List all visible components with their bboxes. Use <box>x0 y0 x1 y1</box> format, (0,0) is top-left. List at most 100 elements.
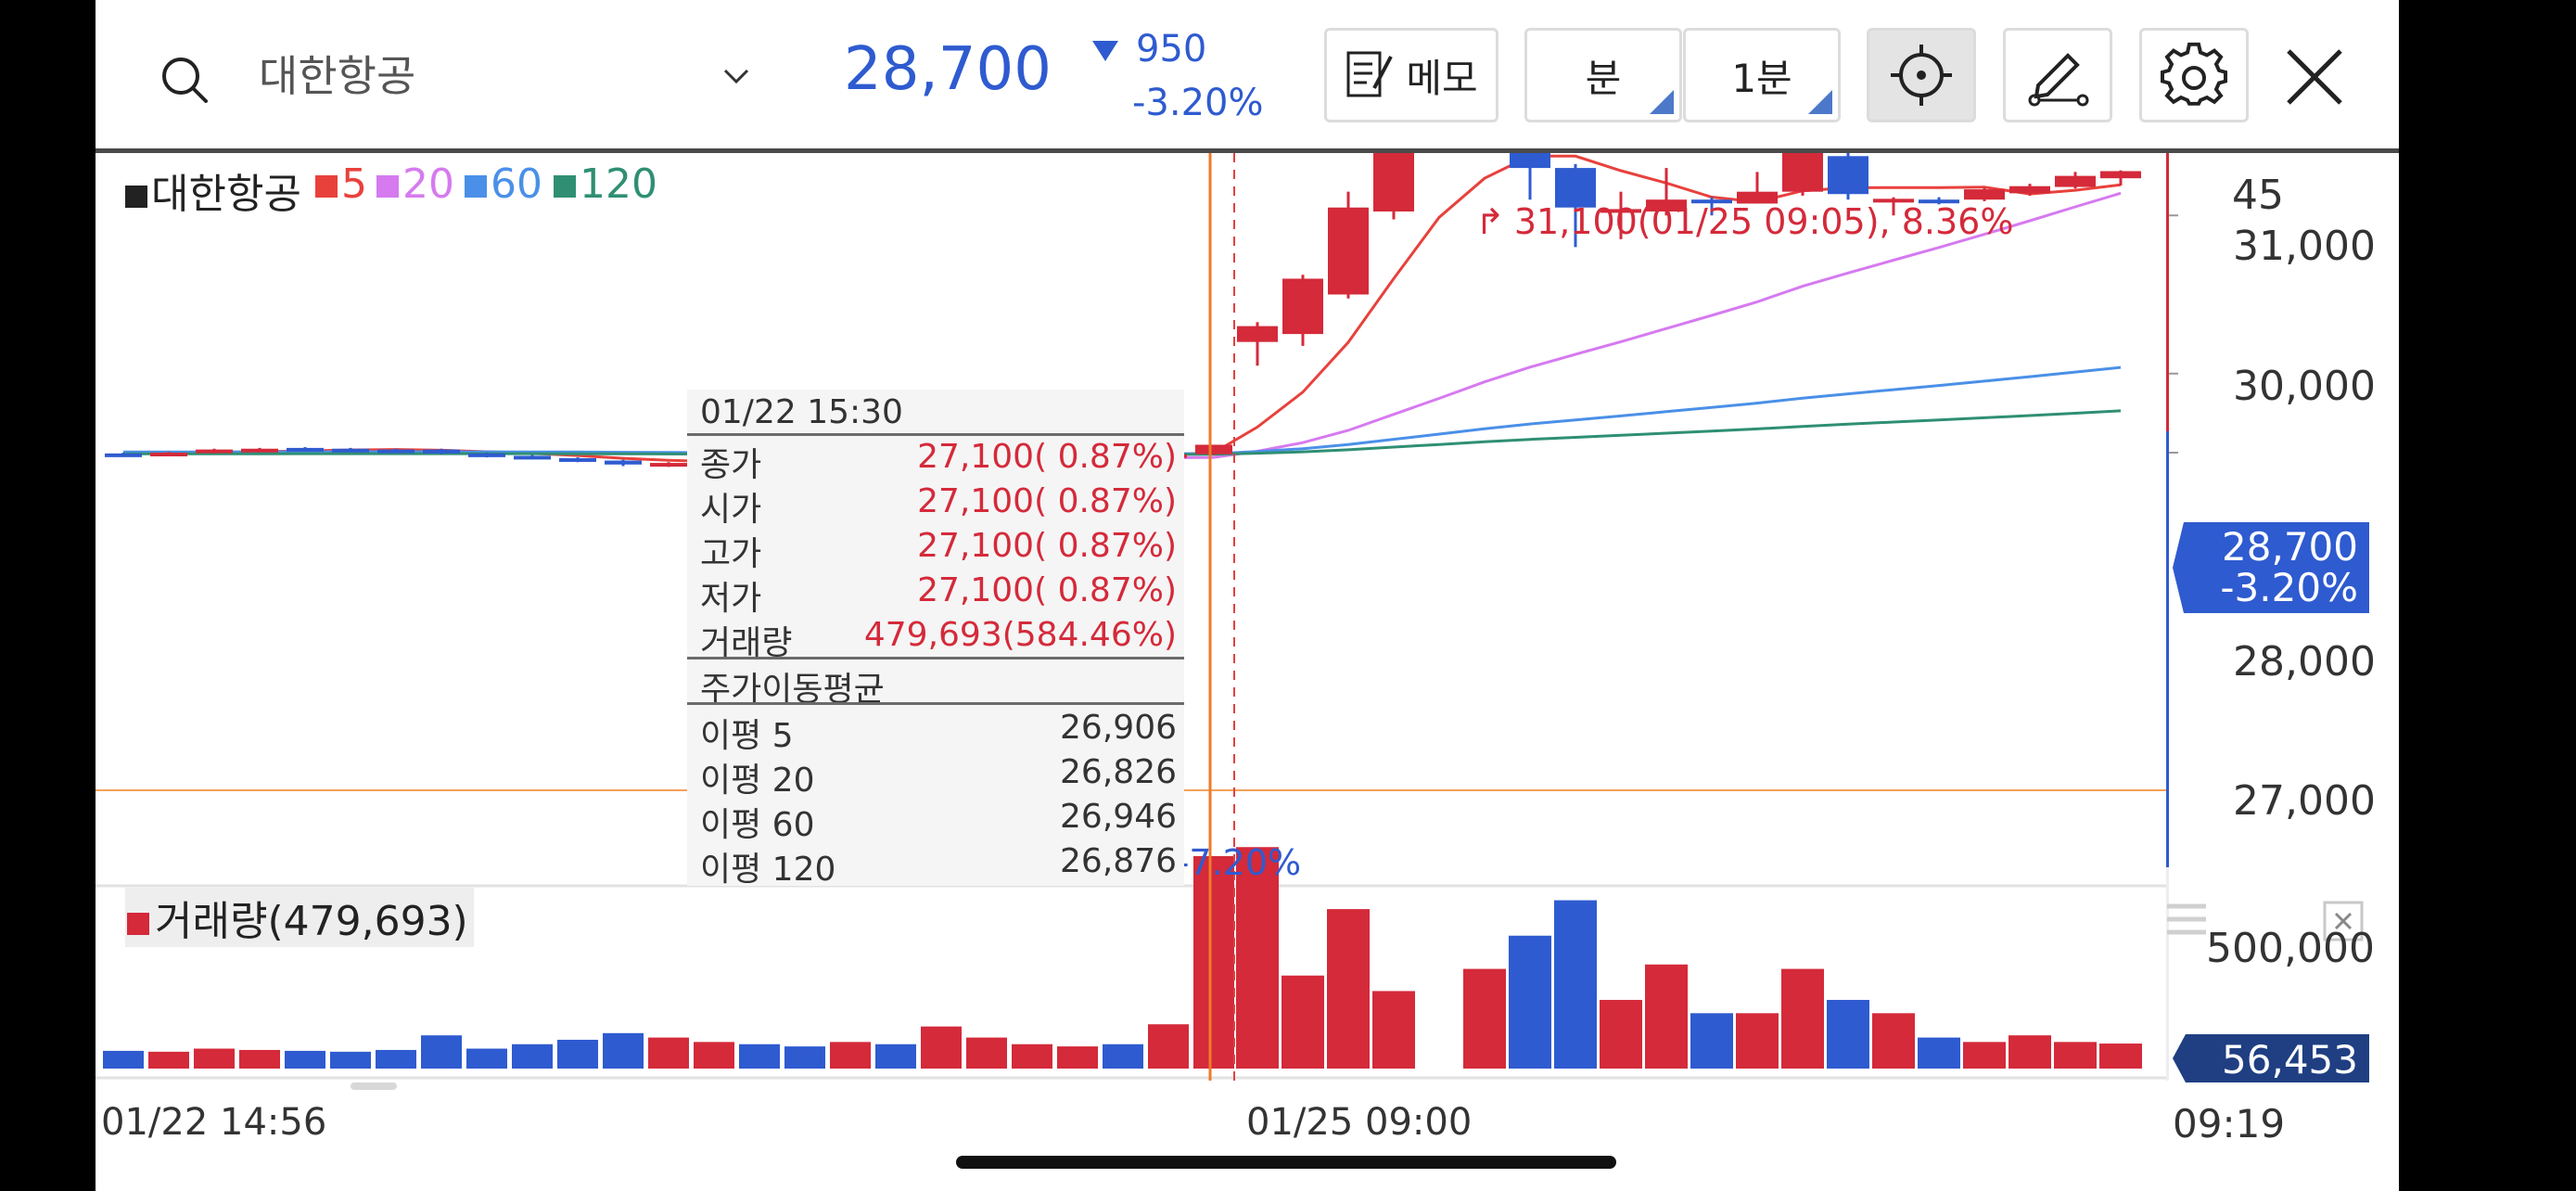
volume-bar <box>285 1050 325 1069</box>
period-value-label: 1분 <box>1731 55 1792 101</box>
volume-bar <box>103 1050 144 1069</box>
high-marker-icon: ↱ <box>1475 201 1505 242</box>
down-candle <box>605 460 642 465</box>
info-label: 이평 20 <box>700 762 815 800</box>
dropdown-corner-icon <box>1808 90 1832 114</box>
down-candle <box>559 457 596 462</box>
info-label: 이평 60 <box>700 806 815 844</box>
down-candle <box>423 449 460 454</box>
info-date-row: 01/22 15:30 <box>687 390 1184 433</box>
volume-bar <box>2054 1042 2097 1069</box>
info-divider <box>687 657 1184 660</box>
info-value: 26,946 <box>1060 798 1177 836</box>
volume-pane-close-icon[interactable] <box>2323 901 2364 941</box>
axis-up-marker <box>2166 153 2169 431</box>
time-axis-label: 01/25 09:00 <box>1246 1101 1473 1144</box>
volume-bar <box>1918 1037 1960 1069</box>
legend-swatch-volume <box>127 913 149 935</box>
volume-bar <box>1282 975 1324 1069</box>
legend-swatch-ma60 <box>465 175 487 198</box>
high-annotation-text: 31,100(01/25 09:05), 8.36% <box>1513 201 2014 242</box>
settings-button[interactable] <box>2139 28 2249 122</box>
current-price-tag-change: -3.20% <box>2220 565 2358 610</box>
chart-area[interactable]: 대한항공 5 20 60 120 ↱ 31,100(01/25 09:05), 8… <box>96 153 2399 1191</box>
volume-bar <box>875 1044 916 1069</box>
stock-name-input[interactable]: 대한항공 <box>259 51 416 101</box>
volume-bar <box>1645 964 1688 1069</box>
legend-swatch-ma20 <box>376 175 399 198</box>
up-candle <box>1373 153 1414 211</box>
volume-bar <box>1554 900 1597 1069</box>
up-candle <box>241 448 278 453</box>
volume-bar <box>921 1026 962 1069</box>
legend-ma60: 60 <box>465 160 542 208</box>
price-change-percent: -3.20% <box>1132 82 1264 124</box>
volume-pane-menu-icon[interactable] <box>2167 901 2206 938</box>
period-unit-button[interactable]: 분 <box>1524 28 1682 122</box>
period-value-button[interactable]: 1분 <box>1683 28 1841 122</box>
volume-legend-label: 거래량(479,693) <box>155 898 468 945</box>
volume-bar <box>1736 1013 1779 1069</box>
volume-bar <box>2099 1044 2142 1069</box>
time-axis-label: 09:19 <box>2173 1101 2286 1146</box>
info-date: 01/22 15:30 <box>700 393 903 431</box>
info-label: 이평 120 <box>700 851 836 889</box>
info-divider <box>687 702 1184 705</box>
volume-legend: 거래량(479,693) <box>125 888 474 947</box>
info-value: 26,876 <box>1060 842 1177 880</box>
price-axis-tick: 30,000 <box>2233 363 2376 410</box>
current-volume-tag: 56,453 <box>2173 1034 2369 1082</box>
price-axis-tick: 31,000 <box>2233 223 2376 270</box>
info-label: 이평 5 <box>700 717 794 755</box>
info-row-open: 시가 27,100( 0.87%) <box>687 479 1184 529</box>
memo-icon <box>1345 47 1394 103</box>
up-candle <box>2009 186 2050 194</box>
volume-bar <box>557 1039 598 1069</box>
price-change: 950 <box>1136 28 1207 70</box>
volume-bar <box>1103 1044 1143 1069</box>
toolbar-divider <box>96 148 2399 153</box>
chevron-down-icon[interactable] <box>722 67 750 85</box>
axis-down-marker <box>2166 431 2169 867</box>
down-candle <box>105 453 142 457</box>
volume-bar <box>830 1042 871 1069</box>
info-value: 27,100( 0.87%) <box>917 482 1177 520</box>
memo-button[interactable]: 메모 <box>1324 28 1498 122</box>
legend-main-label: 대한항공 <box>151 171 301 218</box>
info-value: 26,906 <box>1060 709 1177 747</box>
candlestick-chart[interactable] <box>96 153 2399 1191</box>
down-candle <box>1691 199 1732 204</box>
time-axis-label: 01/22 14:56 <box>101 1101 327 1144</box>
legend-ma5: 5 <box>315 160 367 208</box>
info-divider <box>687 433 1184 436</box>
up-candle <box>1237 326 1278 342</box>
info-value: 26,826 <box>1060 753 1177 791</box>
info-label: 거래량 <box>700 624 793 662</box>
volume-bar <box>1690 1013 1733 1069</box>
current-price-tag: 28,700 -3.20% <box>2173 522 2369 613</box>
volume-bar <box>784 1046 825 1069</box>
volume-bar <box>694 1042 734 1069</box>
volume-bar <box>648 1037 689 1069</box>
volume-bar <box>1600 999 1642 1069</box>
info-label: 저가 <box>700 580 762 618</box>
price-axis-top-label: 45 <box>2232 172 2284 219</box>
close-icon[interactable] <box>2284 46 2345 108</box>
volume-bar <box>1781 968 1824 1069</box>
search-icon[interactable] <box>160 54 212 106</box>
volume-bar <box>330 1051 371 1069</box>
volume-bar <box>1236 847 1279 1069</box>
draw-button[interactable] <box>2003 28 2112 122</box>
crosshair-button[interactable] <box>1867 28 1976 122</box>
volume-bar <box>1148 1024 1189 1069</box>
up-candle <box>650 463 687 467</box>
current-price: 28,700 <box>844 35 1052 104</box>
dropdown-corner-icon <box>1650 90 1674 114</box>
down-candle <box>1919 199 1959 204</box>
down-triangle-icon <box>1092 41 1118 61</box>
volume-bar <box>966 1037 1007 1069</box>
down-candle <box>1510 153 1550 169</box>
legend-swatch-main <box>125 186 147 208</box>
volume-bar <box>376 1049 416 1069</box>
down-candle <box>332 448 369 453</box>
